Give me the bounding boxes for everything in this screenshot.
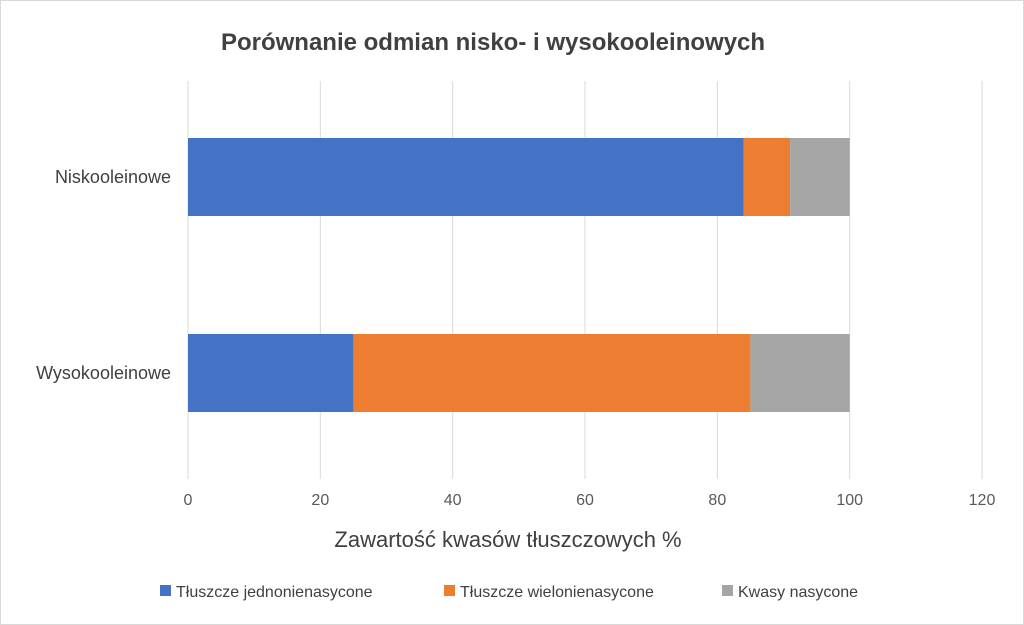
legend-label-1: Tłuszcze wielonienasycone — [460, 584, 654, 601]
bar-niskooleinowe-series-2 — [790, 138, 850, 216]
bar-wysokooleinowe-series-1 — [353, 334, 751, 412]
category-labels: Niskooleinowe Wysokooleinowe — [36, 167, 171, 383]
legend-swatch-2 — [722, 585, 733, 596]
chart-title: Porównanie odmian nisko- i wysokooleinow… — [221, 29, 765, 56]
bar-wysokooleinowe-series-0 — [188, 334, 354, 412]
bar-niskooleinowe-series-1 — [743, 138, 791, 216]
x-tick-label-6: 120 — [969, 492, 996, 509]
legend-swatch-0 — [160, 585, 171, 596]
x-tick-label-2: 40 — [444, 492, 462, 509]
x-axis-title: Zawartość kwasów tłuszczowych % — [334, 527, 681, 552]
x-tick-label-0: 0 — [184, 492, 193, 509]
x-tick-label-1: 20 — [311, 492, 329, 509]
x-tick-label-3: 60 — [576, 492, 594, 509]
x-tick-label-5: 100 — [836, 492, 863, 509]
legend-label-2: Kwasy nasycone — [738, 584, 858, 601]
bars — [188, 138, 850, 412]
legend-swatch-1 — [444, 585, 455, 596]
x-tick-labels: 0 20 40 60 80 100 120 — [184, 492, 996, 509]
legend-label-0: Tłuszcze jednonienasycone — [176, 584, 373, 601]
category-label-1: Wysokooleinowe — [36, 363, 171, 383]
bar-niskooleinowe-series-0 — [188, 138, 744, 216]
category-label-0: Niskooleinowe — [55, 167, 171, 187]
bar-wysokooleinowe-series-2 — [750, 334, 850, 412]
x-tick-label-4: 80 — [708, 492, 726, 509]
legend: Tłuszcze jednonienasycone Tłuszcze wielon… — [160, 584, 858, 601]
